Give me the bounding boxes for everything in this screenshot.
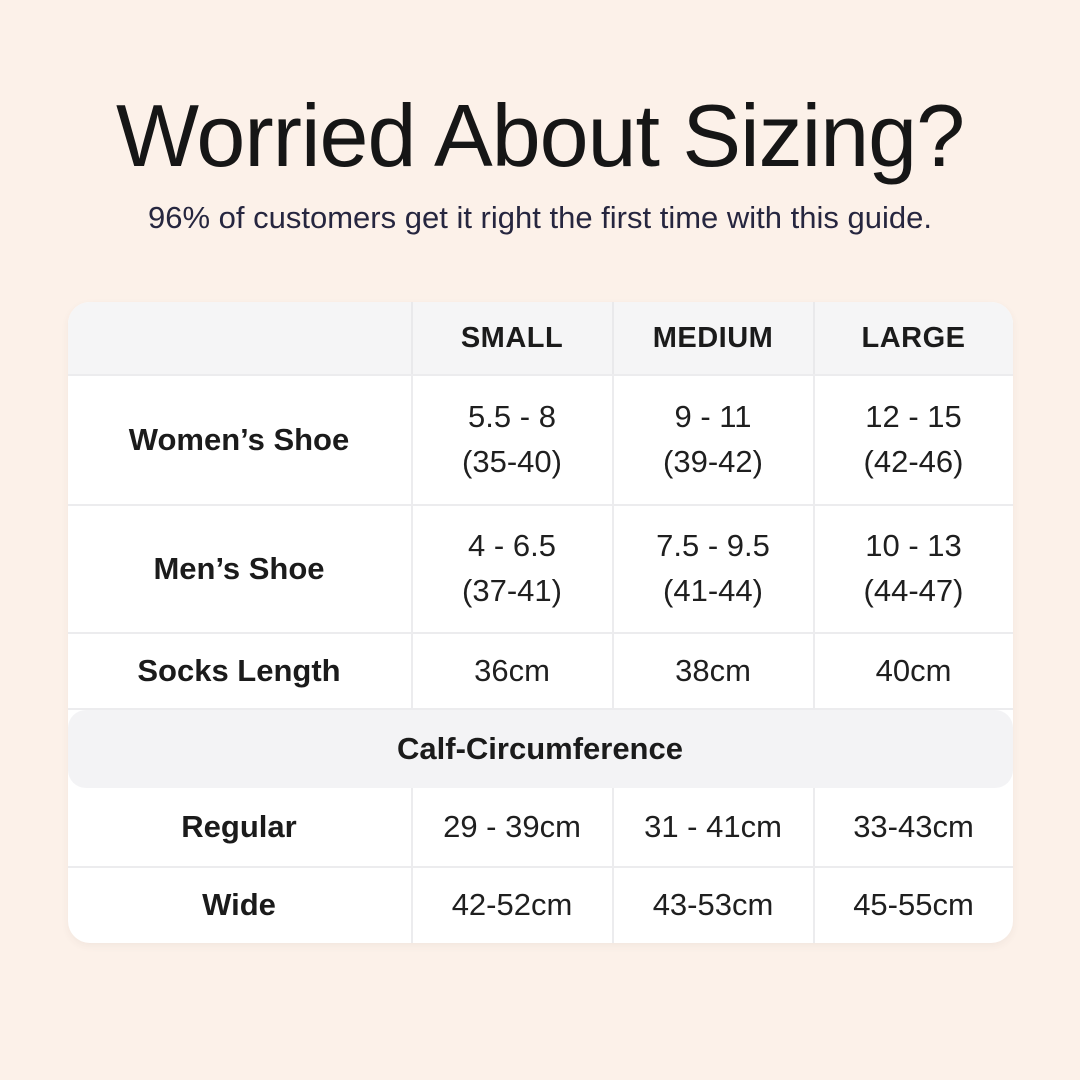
cell-value-line: (44-47) [863, 573, 964, 608]
cell-womens-large: 12 - 15 (42-46) [812, 376, 1013, 504]
cell-socks-small: 36cm [410, 634, 612, 708]
cell-regular-large: 33-43cm [812, 788, 1013, 866]
table-row-wide: Wide 42-52cm 43-53cm 45-55cm [68, 868, 1013, 943]
cell-mens-small: 4 - 6.5 (37-41) [410, 506, 612, 632]
table-header-row: SMALL MEDIUM LARGE [67, 302, 1013, 376]
cell-mens-medium: 7.5 - 9.5 (41-44) [611, 506, 813, 632]
table-row-regular: Regular 29 - 39cm 31 - 41cm 33-43cm [67, 788, 1013, 868]
column-header-small: SMALL [410, 302, 612, 374]
size-chart-table: SMALL MEDIUM LARGE Women’s Shoe 5.5 - 8 … [67, 302, 1013, 943]
cell-socks-medium: 38cm [611, 634, 813, 708]
table-row-socks-length: Socks Length 36cm 38cm 40cm [67, 634, 1013, 710]
cell-regular-small: 29 - 39cm [410, 788, 612, 866]
cell-value-line: 9 - 11 [674, 399, 752, 435]
row-label: Socks Length [137, 652, 341, 688]
cell-value-line: (37-41) [462, 573, 562, 608]
cell-value-line: (41-44) [663, 573, 763, 608]
cell-value-line: (39-42) [663, 444, 763, 479]
cell-value-line: (35-40) [462, 444, 562, 479]
row-label: Men’s Shoe [153, 550, 325, 586]
cell-socks-large: 40cm [812, 634, 1013, 708]
column-header-large: LARGE [812, 302, 1013, 374]
row-label: Women’s Shoe [128, 421, 350, 457]
cell-value-line: 5.5 - 8 [468, 399, 556, 435]
cell-womens-medium: 9 - 11 (39-42) [611, 376, 813, 504]
cell-value-line: (42-46) [863, 444, 964, 479]
header-empty-cell [68, 302, 411, 374]
page-subtitle: 96% of customers get it right the first … [148, 200, 932, 235]
row-label: Wide [202, 887, 276, 923]
section-header-label: Calf-Circumference [397, 731, 683, 766]
cell-womens-small: 5.5 - 8 (35-40) [410, 376, 612, 504]
cell-value-line: 7.5 - 9.5 [656, 528, 770, 564]
table-row-womens-shoe: Women’s Shoe 5.5 - 8 (35-40) 9 - 11 (39-… [67, 376, 1013, 506]
section-header-calf-circumference: Calf-Circumference [67, 710, 1013, 788]
cell-regular-medium: 31 - 41cm [611, 788, 813, 866]
cell-value-line: 4 - 6.5 [468, 528, 556, 564]
cell-wide-medium: 43-53cm [611, 868, 813, 943]
row-label: Regular [181, 808, 297, 844]
page-title: Worried About Sizing? [115, 86, 965, 185]
cell-wide-large: 45-55cm [812, 868, 1013, 943]
cell-value-line: 12 - 15 [865, 399, 962, 435]
cell-value-line: 10 - 13 [865, 528, 962, 564]
table-row-mens-shoe: Men’s Shoe 4 - 6.5 (37-41) 7.5 - 9.5 (41… [67, 506, 1013, 634]
column-header-medium: MEDIUM [611, 302, 813, 374]
cell-mens-large: 10 - 13 (44-47) [812, 506, 1013, 632]
cell-wide-small: 42-52cm [410, 868, 612, 943]
